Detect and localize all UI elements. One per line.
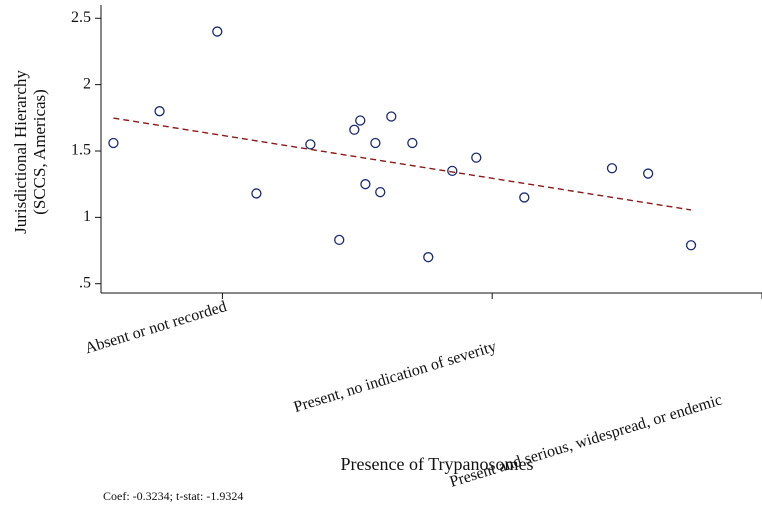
point bbox=[471, 152, 482, 163]
point bbox=[355, 115, 366, 126]
point bbox=[212, 26, 223, 37]
point bbox=[606, 163, 618, 174]
x-tick-group: Present and serious, widespread, or ende… bbox=[448, 392, 724, 491]
point bbox=[519, 192, 530, 203]
point bbox=[407, 137, 418, 149]
y-tick-label: 1 bbox=[83, 208, 91, 225]
point bbox=[370, 137, 381, 149]
y-tick-label: .5 bbox=[79, 274, 91, 291]
point bbox=[685, 240, 697, 251]
point bbox=[305, 139, 316, 150]
point bbox=[108, 137, 119, 149]
point bbox=[154, 106, 165, 117]
y-axis-label: Jurisdictional Hierarchy bbox=[11, 70, 30, 234]
y-tick-label: 1.5 bbox=[71, 142, 91, 159]
x-tick-label: Present and serious, widespread, or ende… bbox=[448, 392, 724, 491]
point bbox=[334, 234, 345, 246]
x-tick-group: Present, no indication of severity bbox=[292, 338, 499, 416]
point bbox=[423, 252, 434, 263]
x-tick-label: Absent or not recorded bbox=[83, 298, 229, 357]
point bbox=[447, 165, 458, 177]
x-axis-label: Presence of Trypanosomes bbox=[341, 454, 534, 474]
note: Coef: -0.3234; t-stat: -1.9324 bbox=[103, 489, 243, 503]
y-axis-label: (SCCS, Americas) bbox=[30, 89, 49, 215]
point bbox=[375, 186, 386, 198]
y-tick-label: 2 bbox=[83, 75, 91, 92]
x-tick-label: Present, no indication of severity bbox=[292, 338, 499, 416]
y-tick-label: 2.5 bbox=[71, 9, 91, 26]
point bbox=[360, 179, 371, 190]
trend-line bbox=[113, 117, 692, 211]
point bbox=[349, 124, 360, 135]
point bbox=[386, 111, 397, 122]
x-tick-group: Absent or not recorded bbox=[83, 298, 229, 357]
point bbox=[642, 168, 654, 179]
point bbox=[251, 188, 262, 199]
